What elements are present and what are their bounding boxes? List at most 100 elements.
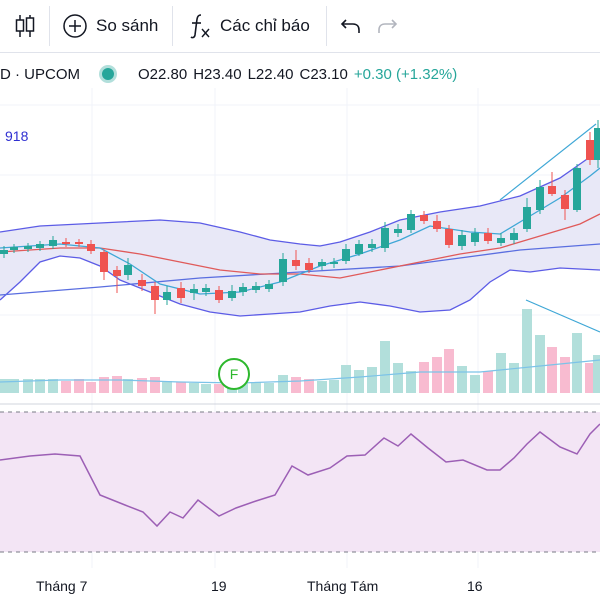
volume-bar xyxy=(593,355,600,393)
volume-bar xyxy=(35,379,45,393)
candle-body xyxy=(536,187,544,210)
trendline-lower[interactable] xyxy=(525,299,600,333)
candle-body xyxy=(151,286,159,300)
volume-bar xyxy=(496,353,506,393)
volume-bar xyxy=(291,377,301,393)
volume-bars xyxy=(0,309,600,393)
candle-body xyxy=(279,259,287,282)
volume-bar xyxy=(0,379,9,393)
candle-body xyxy=(433,221,441,229)
symbol-legend: D · UPCOM O22.80 H23.40 L22.40 C23.10 +0… xyxy=(0,60,600,88)
time-axis-label: Tháng Tám xyxy=(307,578,379,594)
volume-bar xyxy=(509,363,519,393)
bollinger-upper-line xyxy=(0,149,600,247)
ohlc-close: C23.10 xyxy=(299,65,348,83)
candle-body xyxy=(252,286,260,290)
candle-body xyxy=(202,288,210,292)
candle-body xyxy=(594,128,600,160)
volume-bar xyxy=(535,335,545,393)
volume-bar xyxy=(329,380,339,393)
candle-body xyxy=(471,233,479,242)
candlesticks xyxy=(0,120,600,314)
indicators-button[interactable]: Các chỉ báo xyxy=(188,8,310,44)
compare-button[interactable]: So sánh xyxy=(62,8,158,44)
volume-bar xyxy=(123,379,133,393)
candle-body xyxy=(138,280,146,286)
price-chart[interactable]: F xyxy=(0,88,600,568)
candle-style-button[interactable] xyxy=(14,8,36,44)
volume-bar xyxy=(112,376,122,393)
redo-button[interactable] xyxy=(376,8,398,44)
volume-bar xyxy=(522,309,532,393)
toolbar-separator xyxy=(172,6,173,46)
candle-body xyxy=(113,270,121,276)
ohlc-open: O22.80 xyxy=(138,65,188,83)
moving-average-red xyxy=(0,213,600,279)
candle-body xyxy=(548,186,556,194)
candle-body xyxy=(573,168,581,210)
plus-circle-icon xyxy=(63,14,87,38)
candle-body xyxy=(407,214,415,230)
volume-bar xyxy=(406,371,416,393)
trendline-upper[interactable] xyxy=(499,123,597,201)
ohlc-low: L22.40 xyxy=(247,65,294,83)
volume-bar xyxy=(9,379,19,393)
candle-body xyxy=(368,244,376,248)
toolbar: So sánh Các chỉ báo xyxy=(0,0,600,53)
ohlc-high: H23.40 xyxy=(193,65,242,83)
volume-bar xyxy=(585,363,595,393)
volume-bar xyxy=(547,347,557,393)
candle-body xyxy=(445,229,453,245)
candle-body xyxy=(355,244,363,254)
undo-button[interactable] xyxy=(340,8,362,44)
candle-body xyxy=(62,242,70,244)
candle-body xyxy=(265,284,273,289)
candle-body xyxy=(561,195,569,209)
candles-icon xyxy=(15,15,35,37)
volume-bar xyxy=(470,375,480,393)
candle-body xyxy=(239,287,247,292)
symbol-exchange[interactable]: D · UPCOM xyxy=(0,65,80,83)
volume-bar xyxy=(264,383,274,393)
undo-icon xyxy=(340,19,360,33)
volume-bar xyxy=(393,363,403,393)
volume-bar xyxy=(304,379,314,393)
volume-bar xyxy=(162,381,172,393)
volume-bar xyxy=(354,370,364,393)
candle-body xyxy=(292,260,300,266)
time-axis-label: Tháng 7 xyxy=(36,578,88,594)
candle-body xyxy=(36,244,44,248)
candle-body xyxy=(305,263,313,270)
redo-icon xyxy=(378,19,398,33)
volume-bar xyxy=(560,357,570,393)
candle-body xyxy=(87,244,95,251)
candle-body xyxy=(510,233,518,240)
candle-body xyxy=(190,289,198,293)
volume-bar xyxy=(278,375,288,393)
candle-body xyxy=(420,215,428,221)
price-change: +0.30 (+1.32%) xyxy=(353,65,458,83)
candle-body xyxy=(75,242,83,244)
rsi-line xyxy=(0,423,600,528)
candle-body xyxy=(215,290,223,300)
candle-body xyxy=(394,229,402,233)
volume-bar xyxy=(201,384,211,393)
candle-body xyxy=(100,252,108,272)
candle-body xyxy=(381,228,389,248)
candle-body xyxy=(0,250,8,254)
volume-bar xyxy=(137,378,147,393)
volume-bar xyxy=(367,367,377,393)
candle-body xyxy=(49,240,57,246)
financials-marker-label: F xyxy=(230,366,239,382)
volume-bar xyxy=(23,379,33,393)
toolbar-separator xyxy=(326,6,327,46)
volume-moving-average xyxy=(0,359,600,384)
volume-bar xyxy=(176,382,186,393)
function-icon xyxy=(190,14,210,39)
volume-bar xyxy=(457,366,467,393)
candle-body xyxy=(24,246,32,249)
volume-bar xyxy=(251,382,261,393)
volume-bar xyxy=(317,381,327,393)
financials-marker[interactable]: F xyxy=(218,358,250,390)
candle-body xyxy=(586,140,594,160)
